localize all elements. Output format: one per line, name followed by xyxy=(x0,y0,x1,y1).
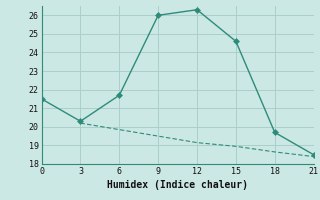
X-axis label: Humidex (Indice chaleur): Humidex (Indice chaleur) xyxy=(107,180,248,190)
